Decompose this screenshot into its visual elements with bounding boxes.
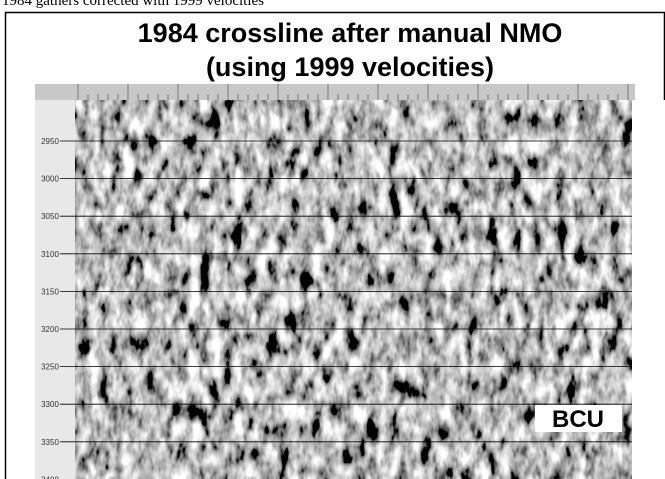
y-tick-label: 3200 bbox=[41, 325, 59, 334]
axis: 2950 3000 3050 3100 3150 3200 3250 3300 3350 3400 bbox=[41, 137, 632, 479]
title-line: 1984 crossline after manual NMO bbox=[138, 18, 563, 48]
title-line: (using 1999 velocities) bbox=[206, 52, 494, 82]
y-tick-label: 3150 bbox=[41, 287, 59, 296]
y-tick-label: 3300 bbox=[41, 400, 59, 409]
y-tick-label: 3400 bbox=[41, 475, 59, 479]
y-tick-label: 3100 bbox=[41, 250, 59, 259]
annotation: BCU bbox=[552, 406, 604, 433]
y-tick-label: 3050 bbox=[41, 212, 59, 221]
margin bbox=[632, 100, 665, 479]
y-tick-label: 2950 bbox=[41, 137, 59, 146]
ruler bbox=[35, 84, 635, 100]
annotation-box bbox=[535, 405, 622, 432]
y-tick-label: 3350 bbox=[41, 438, 59, 447]
ruler-ticks bbox=[77, 84, 629, 100]
caption: 1984 gathers corrected with 1999 velocit… bbox=[2, 0, 265, 9]
y-tick-label: 3250 bbox=[41, 363, 59, 372]
y-tick-label: 3000 bbox=[41, 175, 59, 184]
axis-strip bbox=[35, 100, 75, 479]
